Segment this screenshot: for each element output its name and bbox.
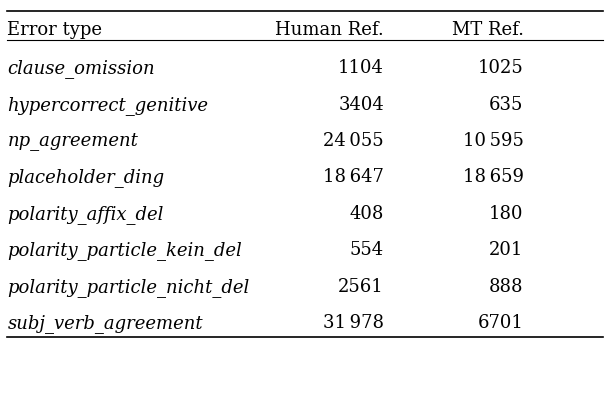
- Text: placeholder_ding: placeholder_ding: [7, 169, 165, 188]
- Text: MT Ref.: MT Ref.: [451, 21, 523, 39]
- Text: polarity_affix_del: polarity_affix_del: [7, 205, 164, 224]
- Text: Human Ref.: Human Ref.: [275, 21, 384, 39]
- Text: polarity_particle_nicht_del: polarity_particle_nicht_del: [7, 278, 249, 297]
- Text: subj_verb_agreement: subj_verb_agreement: [7, 314, 203, 333]
- Text: 6701: 6701: [478, 314, 523, 332]
- Text: 24 055: 24 055: [323, 132, 384, 150]
- Text: 18 659: 18 659: [462, 169, 523, 186]
- Text: 31 978: 31 978: [323, 314, 384, 332]
- Text: polarity_particle_kein_del: polarity_particle_kein_del: [7, 241, 242, 260]
- Text: 1025: 1025: [478, 59, 523, 77]
- Text: 408: 408: [350, 205, 384, 223]
- Text: 2561: 2561: [338, 278, 384, 296]
- Text: 554: 554: [350, 241, 384, 259]
- Text: 10 595: 10 595: [463, 132, 523, 150]
- Text: 3404: 3404: [338, 96, 384, 114]
- Text: 1104: 1104: [338, 59, 384, 77]
- Text: Error type: Error type: [7, 21, 102, 39]
- Text: 18 647: 18 647: [323, 169, 384, 186]
- Text: clause_omission: clause_omission: [7, 59, 155, 78]
- Text: 180: 180: [489, 205, 523, 223]
- Text: np_agreement: np_agreement: [7, 132, 138, 150]
- Text: 635: 635: [489, 96, 523, 114]
- Text: 888: 888: [489, 278, 523, 296]
- Text: 201: 201: [489, 241, 523, 259]
- Text: hypercorrect_genitive: hypercorrect_genitive: [7, 96, 209, 115]
